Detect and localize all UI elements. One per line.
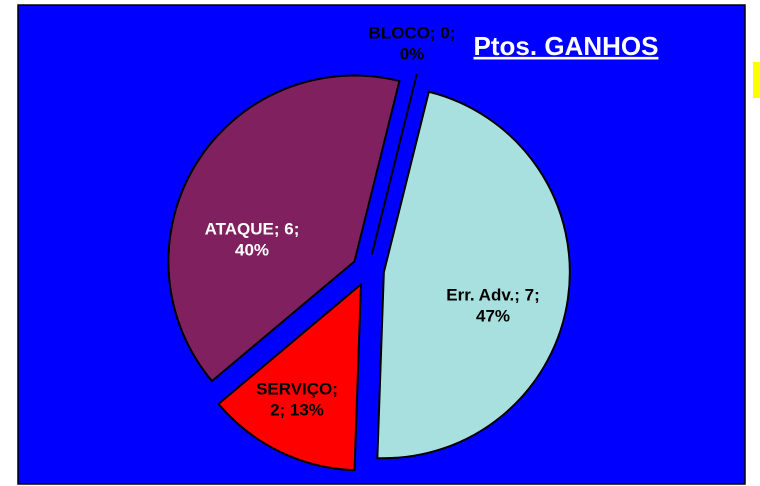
pie-slice (376, 90, 571, 460)
data-label: ATAQUE; 6; (205, 219, 300, 238)
data-label: 0% (400, 44, 425, 63)
chart-title: Ptos. GANHOS (474, 31, 659, 61)
data-label: 47% (476, 306, 510, 325)
pie (167, 73, 571, 472)
data-label: Err. Adv.; 7; (446, 285, 540, 304)
pie-slice (370, 73, 418, 255)
pie-slice (217, 282, 363, 472)
pie-slice (167, 74, 401, 383)
data-label: SERVIÇO; (256, 379, 338, 398)
data-label: BLOCO; 0; (369, 23, 456, 42)
data-label: 40% (235, 240, 269, 259)
side-marker (753, 62, 760, 98)
data-label: 2; 13% (270, 400, 324, 419)
